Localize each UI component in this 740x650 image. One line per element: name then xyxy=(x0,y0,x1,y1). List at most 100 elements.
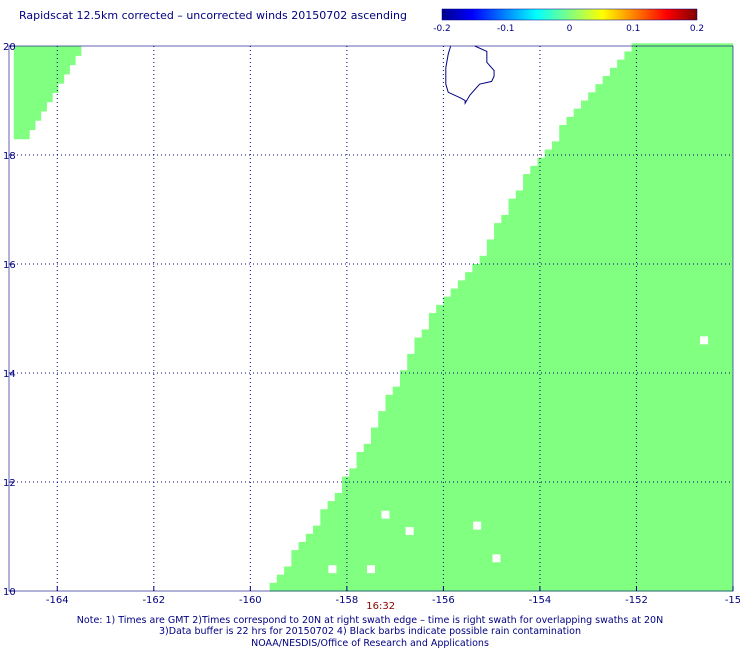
swath-cell-row xyxy=(486,247,733,257)
swath-cell-row xyxy=(494,223,733,232)
missing-cell xyxy=(328,565,337,574)
swath-cell-row xyxy=(378,419,733,429)
x-tick-label: -162 xyxy=(142,595,165,606)
note-line-3: NOAA/NESDIS/Office of Research and Appli… xyxy=(251,638,489,649)
x-tick-label: -15 xyxy=(725,595,740,606)
colorbar-tick-label: -0.2 xyxy=(433,24,451,34)
corner-patch-row xyxy=(13,129,30,140)
chart-title: Rapidscat 12.5km corrected – uncorrected… xyxy=(19,9,408,22)
missing-cell xyxy=(405,527,414,536)
swath-cell-row xyxy=(566,116,733,126)
corner-patch-row xyxy=(13,55,76,66)
y-tick-label: 12 xyxy=(3,478,16,489)
swath-cell-row xyxy=(457,280,733,290)
y-tick-label: 10 xyxy=(3,587,16,598)
swath-cells xyxy=(13,43,733,592)
colorbar-tick-label: 0.2 xyxy=(690,24,704,34)
swath-cell-row xyxy=(617,59,733,69)
swath-cell-row xyxy=(356,460,733,469)
swath-cell-row xyxy=(515,190,733,200)
colorbar-tick-label: 0 xyxy=(567,24,573,34)
swath-cell-row xyxy=(631,43,733,53)
colorbar-gradient xyxy=(441,8,698,21)
swath-cell-row xyxy=(313,525,733,535)
swath-cell-row xyxy=(552,141,733,151)
swath-cell-row xyxy=(530,165,733,175)
swath-cell-row xyxy=(414,345,733,355)
swath-cell-row xyxy=(305,533,733,543)
y-tick-labels: 10 12 14 16 18 20 xyxy=(3,42,16,598)
swath-cell-row xyxy=(508,206,733,216)
x-tick-label: -154 xyxy=(529,595,552,606)
y-tick-label: 16 xyxy=(3,260,16,271)
swath-cell-row xyxy=(407,353,733,363)
swath-cell-row xyxy=(465,272,733,281)
colorbar: -0.2 -0.1 0 0.1 0.2 xyxy=(433,8,704,34)
swath-cell-row xyxy=(414,337,733,347)
swath-cell-row xyxy=(523,174,733,183)
swath-cell-row xyxy=(399,370,733,380)
swath-cell-row xyxy=(588,92,733,102)
time-mark-label: 16:32 xyxy=(366,601,395,612)
swath-cell-row xyxy=(595,84,733,93)
swath-cell-row xyxy=(349,468,733,478)
swath-cell-row xyxy=(537,157,733,167)
swath-cell-row xyxy=(298,541,733,551)
corner-patch-row xyxy=(13,101,47,112)
note-line-1: Note: 1) Times are GMT 2)Times correspon… xyxy=(76,615,664,626)
corner-patch-row xyxy=(13,92,53,103)
coastline xyxy=(445,45,495,106)
swath-cell-row xyxy=(276,574,733,584)
x-tick-label: -152 xyxy=(625,595,648,606)
swath-cell-row xyxy=(494,231,733,241)
x-tick-label: -156 xyxy=(432,595,455,606)
corner-patch-row xyxy=(13,46,82,56)
swath-cell-row xyxy=(269,582,733,592)
swath-cell-row xyxy=(523,182,733,192)
swath-cell-row xyxy=(501,214,733,224)
note-line-2: 3)Data buffer is 22 hrs for 20150702 4) … xyxy=(159,626,581,637)
swath-cell-row xyxy=(356,452,733,461)
swath-cell-row xyxy=(371,427,733,437)
swath-cell-row xyxy=(320,517,733,527)
swath-cell-row xyxy=(559,133,733,142)
swath-cell-row xyxy=(428,321,733,330)
colorbar-tick-label: 0.1 xyxy=(626,24,640,34)
swath-cell-row xyxy=(334,492,733,502)
colorbar-ticks: -0.2 -0.1 0 0.1 0.2 xyxy=(433,24,704,34)
colorbar-tick-label: -0.1 xyxy=(497,24,515,34)
x-tick-label: -158 xyxy=(336,595,359,606)
swath-cell-row xyxy=(544,149,733,159)
swath-cell-row xyxy=(407,362,733,371)
swath-cell-row xyxy=(399,378,733,388)
axes xyxy=(8,45,734,592)
x-tick-label: -164 xyxy=(46,595,69,606)
swath-cell-row xyxy=(342,476,733,486)
swath-cell-row xyxy=(609,67,733,77)
corner-patch-row xyxy=(13,73,65,84)
swath-cell-row xyxy=(378,411,733,420)
island-coastline xyxy=(445,45,495,106)
y-tick-label: 18 xyxy=(3,151,16,162)
swath-cell-row xyxy=(479,255,733,265)
swath-cell-row xyxy=(624,51,733,61)
swath-cell-row xyxy=(436,304,733,314)
swath-cell-row xyxy=(327,501,733,510)
swath-cell-row xyxy=(342,484,733,494)
swath-cell-row xyxy=(291,558,733,568)
missing-cell xyxy=(381,510,390,519)
swath-cell-row xyxy=(421,329,733,339)
time-marks: 16:32 xyxy=(366,601,395,612)
missing-cell xyxy=(473,521,482,530)
swath-cell-row xyxy=(392,386,733,396)
corner-patch-row xyxy=(13,64,70,75)
swath-cell-row xyxy=(450,288,733,298)
swath-cell-row xyxy=(602,75,733,85)
swath-cell-row xyxy=(559,125,733,134)
y-tick-label: 14 xyxy=(3,369,16,380)
swath-cell-row xyxy=(443,296,733,306)
swath-cell-row xyxy=(573,108,733,118)
swath-cell-row xyxy=(472,264,733,273)
y-tick-label: 20 xyxy=(3,42,16,53)
